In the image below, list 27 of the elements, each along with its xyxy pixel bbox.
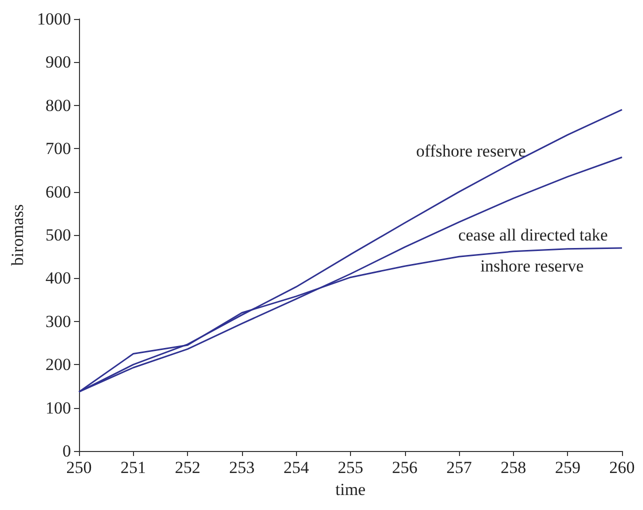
y-tick-label: 100 [46,398,71,418]
x-tick-label: 254 [283,458,310,477]
x-tick-label: 257 [446,458,472,477]
x-tick-label: 250 [66,458,92,477]
x-tick-label: 251 [120,458,146,477]
x-tick-label: 252 [174,458,200,477]
y-tick-label: 400 [46,268,71,288]
y-tick-label: 600 [46,182,71,202]
x-tick-label: 260 [609,458,635,477]
x-tick-label: 259 [554,458,580,477]
y-axis-title: biromass [8,204,28,266]
y-tick-label: 200 [46,355,71,374]
y-tick-label: 900 [46,52,71,72]
y-tick-label: 500 [46,226,71,244]
x-tick-label: 255 [338,458,364,477]
x-tick-label: 253 [229,458,255,477]
annotation: inshore reserve [480,256,584,276]
x-axis-title: time [335,480,366,499]
x-tick-label: 256 [392,458,418,477]
y-tick-label: 1000 [37,10,71,28]
x-tick-label: 258 [500,458,526,477]
annotation: offshore reserve [416,142,526,160]
y-tick-label: 800 [46,96,71,115]
y-tick-label: 300 [46,312,71,331]
y-tick-label: 700 [46,139,71,158]
y-tick-label: 0 [62,442,71,460]
annotation: cease all directed take [458,226,608,244]
